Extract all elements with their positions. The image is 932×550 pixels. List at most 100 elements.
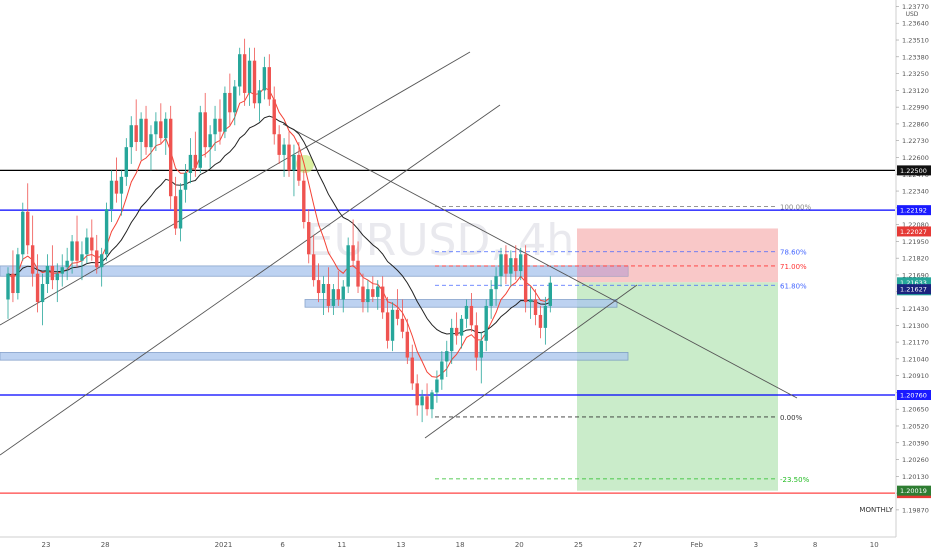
candle-6	[35, 254, 40, 313]
y-tick-label-12: 1.21430	[902, 305, 929, 313]
y-tick-label-16: 1.21950	[902, 238, 929, 246]
candle-body	[257, 90, 262, 104]
candle-body	[164, 118, 168, 139]
candle-38	[193, 131, 198, 177]
candle-body	[95, 250, 99, 268]
candle-body	[40, 283, 45, 303]
candle-85	[425, 383, 429, 416]
candle-108	[538, 305, 543, 339]
candle-body	[316, 280, 321, 294]
candle-91	[454, 312, 459, 345]
candle-110	[548, 276, 552, 313]
candle-24	[124, 138, 129, 186]
candle-body	[346, 245, 350, 287]
candle-20	[104, 202, 109, 261]
fib-label-5: -23.50%	[780, 476, 810, 484]
trendline-1	[0, 51, 471, 326]
candle-body	[504, 254, 508, 274]
candle-22	[114, 157, 119, 203]
y-tick-label-21: 1.22600	[902, 154, 929, 162]
candle-body	[405, 331, 410, 358]
candle-body	[307, 222, 311, 255]
y-tick-label-27: 1.23380	[902, 53, 929, 61]
price-tag-1-text: 1.21633	[900, 279, 927, 287]
candle-body	[331, 289, 336, 306]
candle-body	[178, 189, 183, 229]
candle-body	[188, 154, 193, 173]
candle-29	[149, 125, 153, 171]
candle-13	[70, 234, 74, 274]
candle-69	[346, 237, 350, 294]
x-tick-label-5: 13	[396, 541, 405, 549]
x-tick-label-11: 3	[754, 541, 758, 549]
candle-body	[425, 396, 429, 410]
candle-body	[361, 286, 365, 303]
candle-body	[139, 118, 143, 142]
candle-body	[445, 351, 449, 362]
candle-body	[21, 211, 25, 255]
candle-body	[484, 305, 488, 341]
candle-body	[277, 134, 281, 155]
candle-body	[548, 282, 552, 306]
candle-52	[262, 56, 267, 100]
candle-83	[415, 374, 419, 416]
candle-48	[242, 38, 247, 106]
candle-41	[208, 125, 212, 168]
x-tick-label-1: 28	[101, 541, 110, 549]
candle-50	[252, 47, 257, 109]
candle-66	[331, 283, 336, 315]
candle-body	[242, 54, 247, 93]
candle-44	[223, 86, 227, 139]
fib-label-3: 61.80%	[780, 282, 807, 290]
x-tick-label-3: 6	[280, 541, 285, 549]
candle-body	[528, 299, 533, 303]
candle-body	[55, 273, 59, 281]
candle-42	[213, 105, 217, 152]
candle-body	[16, 254, 20, 294]
candle-body	[159, 121, 163, 139]
trendline-3	[424, 284, 638, 439]
level-1.22192-tag-box	[897, 205, 931, 216]
candle-body	[109, 180, 114, 210]
candle-79	[395, 289, 400, 326]
candle-body	[351, 245, 355, 261]
candle-body	[35, 273, 40, 303]
y-tick-label-11: 1.21300	[902, 322, 929, 330]
candle-55	[277, 125, 281, 164]
candle-body	[297, 154, 301, 181]
candle-body	[385, 312, 390, 341]
y-tick-label-4: 1.20390	[902, 439, 929, 447]
level-1.20760-tag-text: 1.20760	[900, 392, 927, 400]
candle-body	[440, 361, 444, 380]
y-tick-label-5: 1.20520	[902, 422, 929, 430]
candle-49	[247, 47, 252, 106]
candle-body	[45, 265, 50, 284]
candle-body	[119, 176, 124, 194]
fib-label-0: 100.00%	[780, 204, 811, 212]
candle-26	[134, 99, 138, 152]
candle-82	[410, 344, 414, 390]
candle-11	[60, 254, 64, 287]
y-tick-label-10: 1.21170	[902, 339, 929, 347]
candle-43	[218, 99, 222, 145]
candle-3	[21, 202, 25, 261]
candle-67	[336, 271, 341, 306]
candle-25	[129, 116, 133, 164]
candle-body	[149, 134, 153, 148]
candle-100	[499, 247, 503, 287]
candle-72	[361, 273, 365, 313]
y-tick-label-30: 1.23770	[902, 3, 929, 11]
candle-body	[173, 196, 178, 229]
candle-body	[198, 112, 202, 168]
candle-102	[509, 250, 513, 287]
candle-body	[238, 54, 242, 87]
candle-61	[307, 209, 311, 264]
candle-2	[16, 247, 20, 300]
candle-body	[489, 289, 493, 306]
candle-21	[109, 170, 114, 223]
candle-19	[99, 247, 104, 287]
x-tick-label-8: 25	[574, 541, 583, 549]
price-tag-2-text: 1.21627	[900, 286, 927, 294]
